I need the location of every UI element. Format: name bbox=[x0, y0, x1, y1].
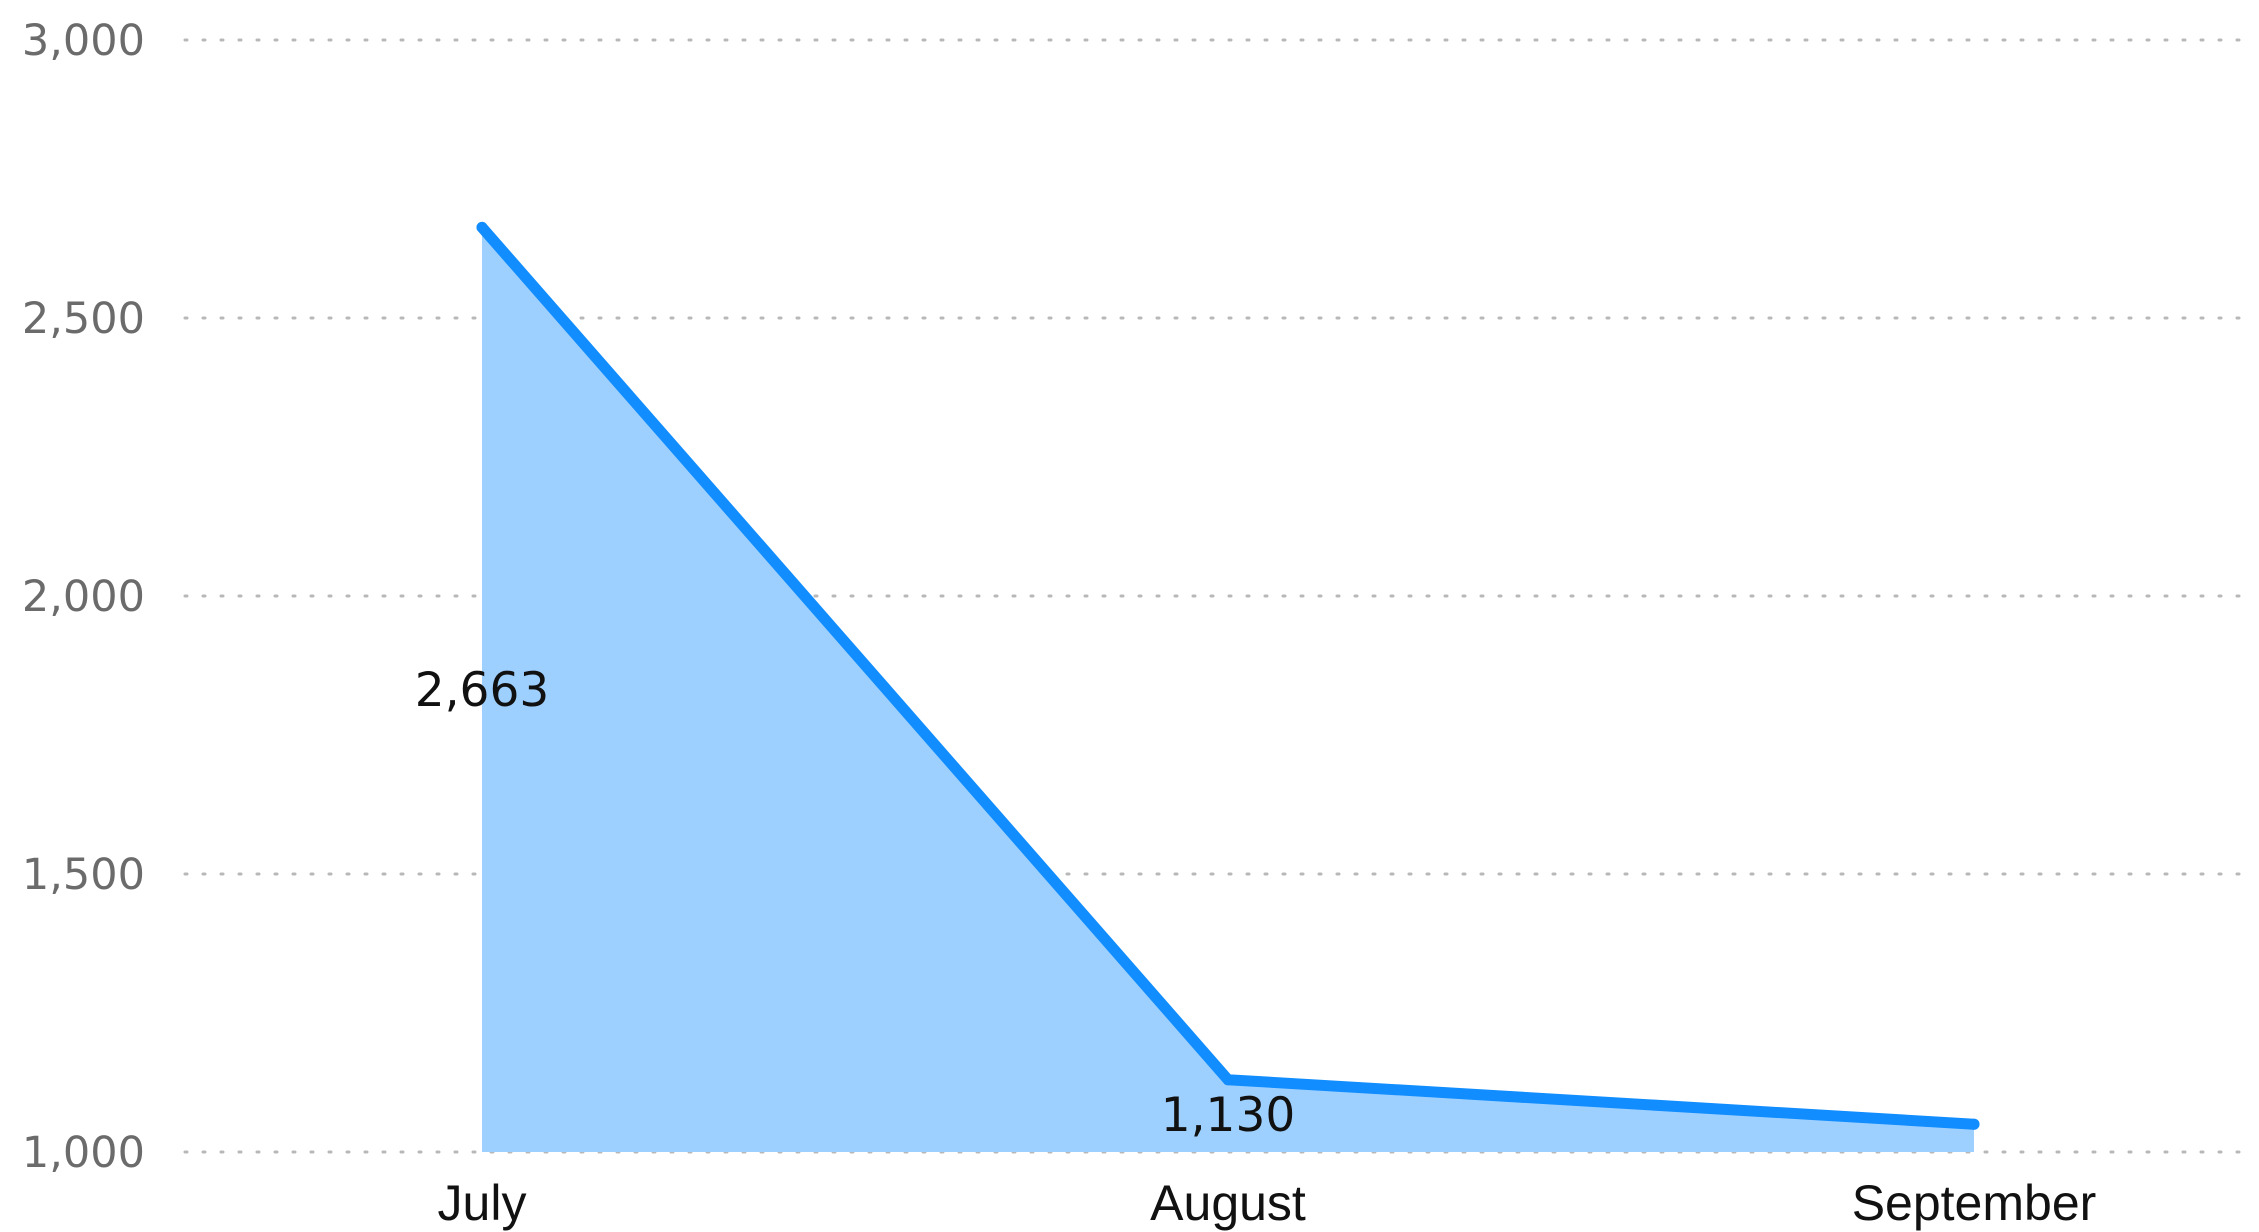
data-point bbox=[1968, 1118, 1980, 1130]
y-tick-label: 2,000 bbox=[22, 572, 145, 622]
data-point bbox=[1222, 1074, 1234, 1086]
data-label: 2,663 bbox=[415, 663, 550, 718]
x-tick-label: August bbox=[1150, 1175, 1306, 1231]
data-label: 1,130 bbox=[1161, 1088, 1296, 1143]
y-tick-label: 1,500 bbox=[22, 850, 145, 900]
y-tick-label: 1,000 bbox=[22, 1128, 145, 1178]
y-tick-label: 2,500 bbox=[22, 294, 145, 344]
data-point bbox=[476, 221, 488, 233]
x-axis: July August September bbox=[438, 1175, 2097, 1231]
area-series bbox=[476, 221, 1980, 1152]
data-labels: 2,663 1,130 bbox=[415, 663, 1296, 1143]
x-tick-label: July bbox=[438, 1175, 527, 1231]
y-tick-label: 3,000 bbox=[22, 16, 145, 66]
area-fill bbox=[482, 227, 1974, 1152]
y-axis: 1,000 1,500 2,000 2,500 3,000 bbox=[22, 16, 145, 1178]
x-tick-label: September bbox=[1852, 1175, 2097, 1231]
